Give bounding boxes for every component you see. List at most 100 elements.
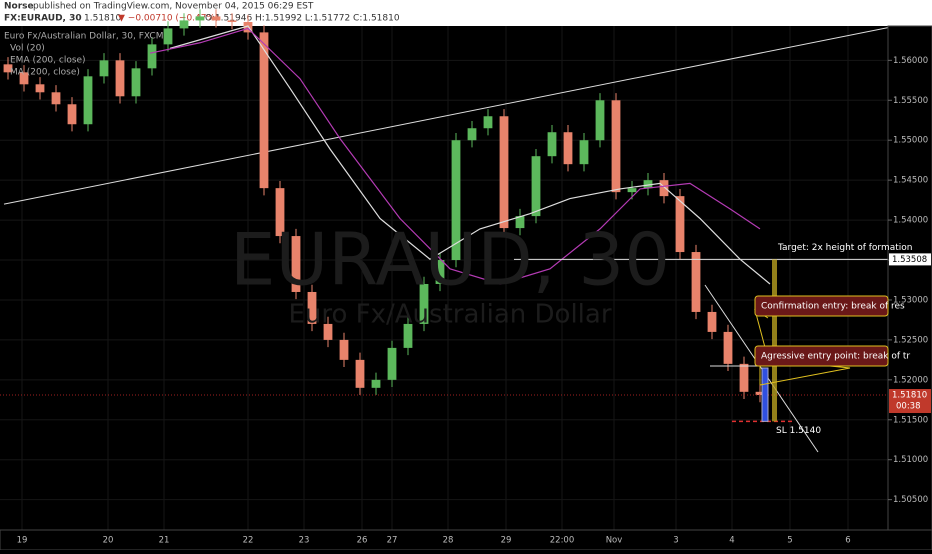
candle-body — [275, 188, 285, 237]
x-tick-label: 6 — [845, 536, 850, 546]
candle-body — [211, 16, 221, 21]
candle-body — [563, 132, 573, 165]
countdown: 00:38 — [896, 402, 921, 412]
x-tick-label: 21 — [159, 536, 170, 546]
candle-body — [675, 196, 685, 253]
target-arrow — [772, 259, 777, 422]
x-tick-label: 26 — [357, 536, 368, 546]
candle-body — [179, 20, 189, 29]
callout-box — [754, 295, 889, 317]
header-bar — [0, 0, 932, 26]
watermark-subtitle: Euro Fx/Australian Dollar — [288, 300, 611, 330]
candle-body — [499, 116, 509, 229]
candle-body — [163, 28, 173, 45]
candle-body — [3, 64, 13, 73]
candle-body — [35, 84, 45, 93]
candle-body — [227, 20, 237, 23]
target-price-label: 1.53508 — [892, 255, 927, 265]
y-tick-label: 1.54000 — [893, 216, 928, 226]
candle-body — [115, 60, 125, 97]
candle-body — [387, 347, 397, 380]
entry-marker — [761, 367, 769, 422]
candle-body — [595, 100, 605, 141]
candle-body — [467, 128, 477, 141]
candle-body — [435, 260, 445, 284]
published: published on TradingView.com, November 0… — [33, 2, 314, 12]
candle-body — [419, 283, 429, 324]
candle-body — [147, 44, 157, 69]
candle-body — [403, 323, 413, 348]
annotation: Agressive entry point: break of tr — [761, 352, 910, 362]
ohlc: O:1.51946 H:1.51992 L:1.51772 C:1.51810 — [205, 14, 400, 24]
y-tick-label: 1.54500 — [893, 176, 928, 186]
candle-body — [51, 92, 61, 105]
y-tick-label: 1.50500 — [893, 495, 928, 505]
y-tick-label: 1.52000 — [893, 375, 928, 385]
candle-body — [19, 72, 29, 85]
candle-body — [691, 252, 701, 312]
watermark: EURAUD, 30 — [230, 218, 670, 302]
candle-body — [131, 68, 141, 97]
moving-average — [169, 25, 771, 285]
candle-body — [627, 188, 637, 193]
candle-body — [99, 60, 109, 77]
candle-body — [547, 132, 557, 157]
y-tick-label: 1.51500 — [893, 415, 928, 425]
candle-body — [531, 156, 541, 217]
annotation: Confirmation entry: break of res — [761, 302, 905, 312]
x-tick-label: 5 — [787, 536, 792, 546]
x-tick-label: 19 — [17, 536, 28, 546]
candle-body — [643, 180, 653, 189]
candle-body — [259, 32, 269, 189]
x-tick-label: 22 — [243, 536, 254, 546]
trendline — [3, 27, 889, 205]
legend-item: EMA (200, close) — [10, 56, 86, 66]
x-tick-label: 29 — [501, 536, 512, 546]
y-tick-label: 1.53000 — [893, 295, 928, 305]
price-axis — [887, 25, 932, 531]
change: ▼ −0.00710 (−0.47%) — [118, 14, 219, 24]
moving-average — [149, 27, 761, 285]
candle-body — [611, 100, 621, 193]
candle-body — [707, 311, 717, 332]
x-tick-label: 22:00 — [550, 536, 575, 546]
symbol: FX:EURAUD, 30 — [4, 14, 82, 24]
x-tick-label: 23 — [299, 536, 310, 546]
candle-body — [339, 339, 349, 360]
target-price-box — [889, 253, 931, 266]
current-price-label: 1.51810 — [892, 391, 927, 401]
candle-body — [67, 104, 77, 125]
legend-item: MA (200, close) — [10, 68, 80, 78]
candle-body — [291, 236, 301, 292]
candle-body — [451, 140, 461, 261]
candle-body — [355, 359, 365, 388]
candle-body — [659, 180, 669, 197]
candle-body — [307, 291, 317, 324]
x-tick-label: 3 — [673, 536, 678, 546]
candle-body — [515, 216, 525, 229]
last-price: 1.51810 — [84, 14, 121, 24]
annotation: Target: 2x height of formation — [777, 243, 912, 253]
x-tick-label: 20 — [103, 536, 114, 546]
author: Norse — [4, 2, 34, 12]
y-tick-label: 1.55000 — [893, 136, 928, 146]
x-tick-label: 27 — [387, 536, 398, 546]
candle-body — [195, 16, 205, 21]
legend-title: Euro Fx/Australian Dollar, 30, FXCM — [4, 32, 163, 42]
candle-body — [83, 76, 93, 125]
candle-body — [579, 140, 589, 165]
current-price-box — [889, 389, 931, 414]
candle-body — [755, 391, 765, 396]
x-tick-label: 28 — [443, 536, 454, 546]
candle-body — [243, 22, 253, 33]
annotation: SL 1.5140 — [776, 426, 821, 436]
candle-body — [371, 379, 381, 388]
y-tick-label: 1.52500 — [893, 335, 928, 345]
x-tick-label: 4 — [729, 536, 734, 546]
x-tick-label: Nov — [606, 536, 623, 546]
candle-body — [483, 116, 493, 129]
legend-item: Vol (20) — [10, 44, 45, 54]
y-tick-label: 1.51000 — [893, 455, 928, 465]
candle-body — [323, 323, 333, 340]
